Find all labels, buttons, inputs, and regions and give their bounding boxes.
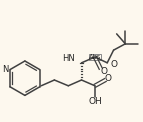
Text: O: O: [104, 74, 111, 83]
Bar: [89, 54, 101, 60]
Text: OH: OH: [88, 97, 102, 106]
Text: O: O: [101, 67, 108, 76]
Text: HN: HN: [62, 54, 75, 63]
Text: O: O: [111, 60, 118, 69]
Text: Abs: Abs: [89, 54, 101, 60]
Text: N: N: [2, 65, 8, 74]
